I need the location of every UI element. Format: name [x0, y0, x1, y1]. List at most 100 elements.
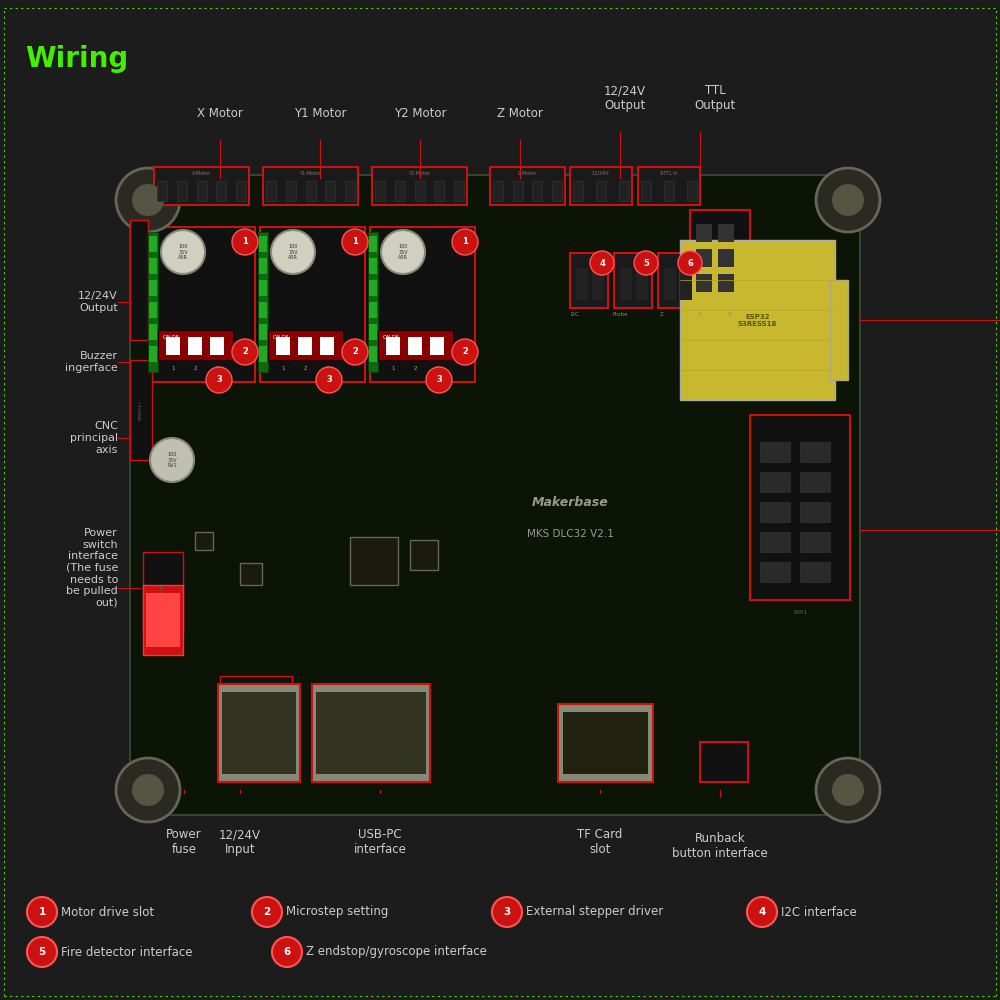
Bar: [143, 585, 183, 655]
Bar: [259, 280, 267, 296]
Bar: [154, 167, 249, 205]
Text: 5: 5: [643, 258, 649, 267]
Text: Microstep setting: Microstep setting: [286, 906, 388, 918]
Bar: [325, 181, 335, 201]
Text: X Motor: X Motor: [197, 107, 243, 120]
Bar: [430, 337, 444, 355]
Bar: [680, 240, 835, 400]
Bar: [658, 253, 696, 308]
Bar: [596, 181, 606, 201]
Bar: [149, 346, 157, 362]
Bar: [158, 330, 233, 360]
Circle shape: [678, 251, 702, 275]
Text: 3: 3: [216, 375, 222, 384]
Text: Y1 Motor: Y1 Motor: [294, 107, 346, 120]
Bar: [218, 684, 300, 782]
Text: X: X: [728, 312, 732, 317]
Bar: [800, 532, 830, 552]
Bar: [718, 274, 734, 292]
Text: I2C interface: I2C interface: [781, 906, 857, 918]
Bar: [680, 268, 692, 300]
Text: 3: 3: [436, 375, 442, 384]
Text: Z Motor: Z Motor: [497, 107, 543, 120]
Bar: [157, 181, 167, 201]
Text: USB-PC
interface: USB-PC interface: [354, 828, 406, 856]
Text: 3: 3: [435, 366, 439, 371]
Bar: [259, 236, 267, 252]
Text: S-TTL-V-: S-TTL-V-: [659, 171, 679, 176]
Bar: [570, 253, 608, 308]
Text: Buzzer
ingerface: Buzzer ingerface: [65, 351, 118, 373]
Bar: [636, 268, 648, 300]
Bar: [259, 302, 267, 318]
Bar: [760, 442, 790, 462]
Circle shape: [272, 937, 302, 967]
Circle shape: [492, 897, 522, 927]
Text: Z-Motor: Z-Motor: [518, 171, 537, 176]
Bar: [552, 181, 562, 201]
Bar: [830, 280, 848, 380]
Circle shape: [116, 168, 180, 232]
Bar: [718, 224, 734, 242]
Bar: [286, 181, 296, 201]
Text: Z: Z: [660, 312, 664, 317]
Text: Runback
button interface: Runback button interface: [672, 832, 768, 860]
Circle shape: [206, 367, 232, 393]
Text: 3: 3: [215, 366, 219, 371]
Text: SWITCH: SWITCH: [161, 584, 165, 600]
Bar: [410, 540, 438, 570]
Bar: [619, 181, 629, 201]
Bar: [760, 562, 790, 582]
Bar: [750, 415, 850, 600]
Circle shape: [252, 897, 282, 927]
Bar: [222, 692, 296, 774]
Bar: [130, 360, 152, 460]
Bar: [408, 337, 422, 355]
Circle shape: [116, 758, 180, 822]
Circle shape: [316, 367, 342, 393]
Text: 4: 4: [599, 258, 605, 267]
Bar: [345, 181, 355, 201]
Text: 1: 1: [38, 907, 46, 917]
Bar: [573, 181, 583, 201]
Text: Y2 Motor: Y2 Motor: [394, 107, 446, 120]
Circle shape: [342, 339, 368, 365]
Text: Power
fuse: Power fuse: [166, 828, 202, 856]
Circle shape: [150, 438, 194, 482]
Bar: [576, 268, 588, 300]
Circle shape: [452, 339, 478, 365]
Circle shape: [161, 230, 205, 274]
Text: Fire detector interface: Fire detector interface: [61, 946, 192, 958]
Circle shape: [342, 229, 368, 255]
Text: Y1-Motor: Y1-Motor: [299, 171, 322, 176]
Bar: [800, 502, 830, 522]
Text: 6: 6: [687, 258, 693, 267]
Bar: [220, 676, 292, 728]
Text: EXP1: EXP1: [793, 610, 807, 615]
Bar: [130, 175, 860, 815]
Bar: [130, 220, 148, 340]
Text: 3: 3: [326, 375, 332, 384]
Bar: [266, 181, 276, 201]
Bar: [263, 167, 358, 205]
Text: Probe: Probe: [612, 312, 628, 317]
Bar: [369, 302, 377, 318]
Bar: [696, 274, 712, 292]
Bar: [149, 302, 157, 318]
Text: 1: 1: [391, 366, 395, 371]
Bar: [386, 337, 400, 355]
Bar: [638, 167, 700, 205]
Bar: [369, 280, 377, 296]
Text: Makerbase: Makerbase: [532, 495, 608, 508]
Text: 1: 1: [281, 366, 285, 371]
Bar: [320, 337, 334, 355]
Circle shape: [452, 229, 478, 255]
Bar: [718, 249, 734, 267]
Text: I2C: I2C: [571, 312, 579, 317]
Text: 1: 1: [352, 237, 358, 246]
Bar: [563, 712, 648, 774]
Text: X-Motor: X-Motor: [192, 171, 211, 176]
Bar: [375, 181, 385, 201]
Text: 6: 6: [283, 947, 291, 957]
Text: ON DF: ON DF: [273, 335, 288, 340]
